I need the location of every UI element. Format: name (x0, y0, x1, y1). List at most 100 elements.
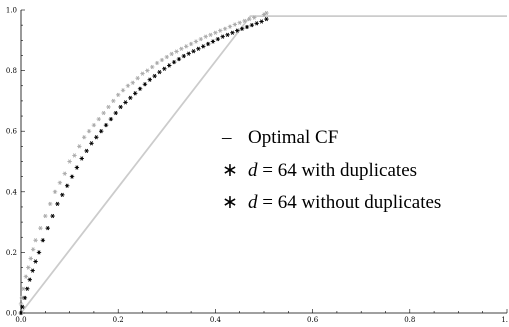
data-point (184, 44, 189, 49)
data-point (157, 69, 162, 75)
data-point (21, 286, 26, 291)
legend-label: d = 64 without duplicates (248, 192, 441, 213)
data-point (30, 247, 36, 252)
data-point (113, 110, 118, 116)
data-point (79, 156, 84, 161)
data-point (81, 135, 87, 140)
data-point (205, 41, 211, 47)
y-tick-label: 0.0 (6, 310, 17, 318)
data-point (188, 41, 194, 47)
legend-math: d (248, 192, 258, 213)
data-point (69, 174, 75, 179)
data-point (26, 265, 31, 270)
data-point (252, 15, 257, 20)
legend-item-1: ∗ d = 64 with duplicates (222, 160, 417, 181)
data-point (191, 49, 196, 54)
data-point (154, 60, 160, 66)
data-point (210, 39, 216, 44)
y-tick-label: 0.8 (6, 67, 17, 75)
data-point (111, 98, 116, 104)
data-point (94, 135, 99, 140)
data-point (171, 59, 177, 65)
data-point (135, 76, 140, 81)
data-point (167, 63, 172, 68)
data-point (28, 256, 33, 261)
data-point (25, 286, 30, 291)
legend-label: d = 64 with duplicates (248, 160, 417, 181)
legend-item-0: – Optimal CF (221, 127, 338, 148)
data-point (181, 53, 187, 59)
legend-symbol: ∗ (222, 160, 238, 181)
legend: – Optimal CF ∗ d = 64 with duplicates ∗ d = 6… (221, 127, 441, 213)
data-point (162, 66, 167, 71)
legend-text: = 64 with duplicates (258, 160, 418, 181)
data-point (142, 82, 148, 87)
x-tick-label: 0.4 (210, 316, 222, 324)
data-point (118, 104, 123, 110)
data-point (239, 26, 245, 31)
data-point (264, 16, 269, 22)
data-point (225, 32, 230, 37)
x-tick-label: 0.6 (307, 316, 319, 324)
y-tick-label: 0.6 (6, 128, 18, 136)
series-0 (20, 15, 507, 314)
data-point (133, 91, 138, 96)
legend-text: Optimal CF (248, 127, 338, 148)
data-point (125, 83, 131, 88)
data-point (179, 46, 184, 51)
data-point (232, 22, 238, 27)
data-point (108, 116, 114, 122)
data-point (186, 51, 191, 56)
data-point (176, 56, 182, 62)
data-point (91, 123, 97, 128)
data-point (203, 34, 208, 39)
data-point (254, 21, 259, 26)
x-tick-label: 1. (501, 316, 508, 324)
data-point (237, 20, 242, 25)
data-point (98, 129, 104, 134)
legend-text: = 64 without duplicates (258, 192, 442, 213)
data-point (220, 34, 225, 39)
data-point (18, 310, 24, 316)
data-point (89, 141, 94, 146)
plot-area: 0.0 0.2 0.4 0.6 0.8 1.0 0.0 0.2 0.4 0.6 0.8 1. (6, 7, 508, 325)
data-point (215, 36, 221, 42)
data-point (36, 250, 42, 255)
data-point (174, 49, 179, 54)
data-point (23, 274, 29, 279)
data-point (84, 148, 89, 154)
data-point (169, 51, 174, 57)
data-point (96, 116, 101, 122)
legend-symbol: ∗ (222, 192, 238, 213)
data-point (140, 71, 145, 76)
data-point (120, 88, 126, 93)
legend-item-2: ∗ d = 64 without duplicates (222, 192, 441, 213)
data-point (164, 54, 169, 60)
data-point (123, 100, 128, 105)
data-point (62, 171, 67, 176)
legend-symbol: – (221, 127, 232, 148)
data-point (103, 123, 109, 128)
x-tick-label: 0.2 (113, 316, 124, 324)
data-point (150, 64, 155, 70)
legend-math: d (248, 160, 258, 181)
x-tick-label: 0.8 (404, 316, 415, 324)
y-tick-label: 0.4 (6, 188, 18, 196)
data-point (159, 57, 165, 63)
data-point (128, 95, 133, 101)
data-point (208, 32, 213, 37)
data-point (247, 16, 252, 22)
data-point (38, 226, 43, 231)
data-point (47, 201, 53, 207)
data-point (213, 30, 218, 35)
data-point (193, 39, 199, 44)
y-ticks: 0.0 0.2 0.4 0.6 0.8 1.0 (6, 7, 25, 318)
data-point (86, 129, 92, 134)
series-2 (18, 16, 269, 316)
data-point (130, 80, 135, 85)
optimal-cf-line (20, 15, 507, 314)
y-tick-label: 1.0 (6, 7, 17, 15)
data-point (22, 295, 28, 300)
data-point (249, 23, 255, 28)
